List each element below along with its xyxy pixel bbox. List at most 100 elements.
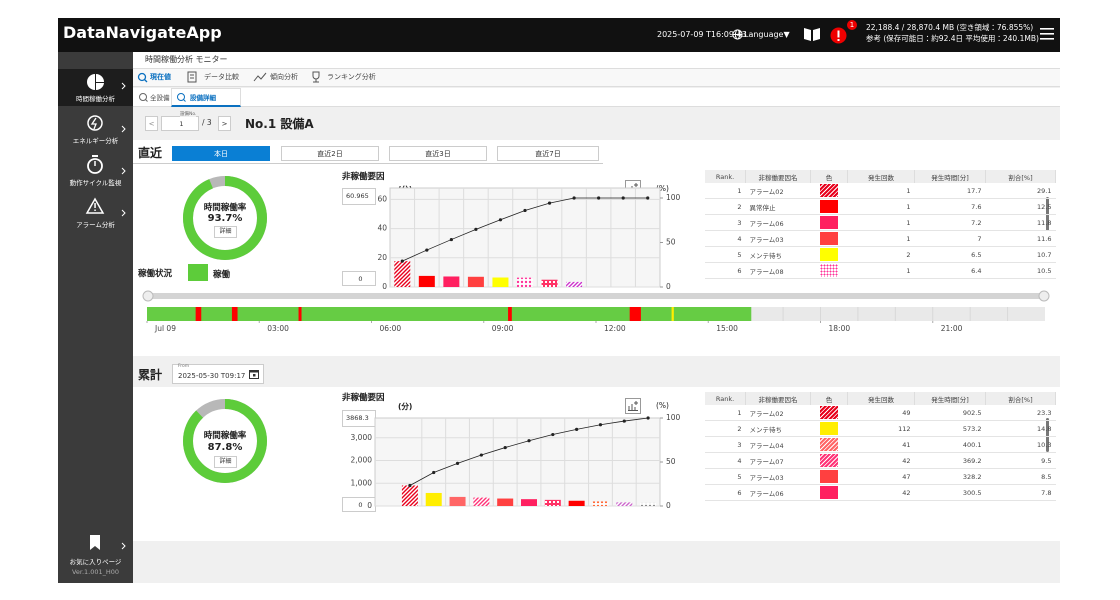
nav-item[interactable]: アラーム分析 [76,221,115,229]
prev-device-button[interactable]: < [145,116,158,131]
gauge-value: 87.8% [207,442,243,453]
period-button[interactable]: 本日 [172,146,270,161]
nav-item[interactable]: 動作サイクル監視 [69,179,122,187]
subtab-bar [133,88,1060,107]
detail-button[interactable]: 詳細 [214,226,237,238]
table-cell: 12.5 [985,198,1056,215]
status-label: 稼働状況 [138,269,173,279]
color-swatch [820,200,838,213]
status-value: 稼働 [213,270,231,280]
table-cell: 1 [847,262,915,279]
table-row: 4 アラーム03 1 7 11.6 [705,230,1056,247]
table-cell: アラーム08 [745,262,811,279]
section-rule [133,163,603,164]
table-cell: 1 [847,183,915,199]
sidebar-selected [58,69,133,106]
table-cell: 7 [914,230,986,247]
table-cell: アラーム07 [745,452,811,469]
favorites-icon [90,535,126,550]
table-cell: 29.1 [985,183,1056,199]
table-cell: 17.7 [914,183,986,199]
table-cell: 7.8 [985,484,1056,501]
language-select[interactable]: Language▼ [744,30,790,39]
table-cell: 5 [705,468,746,485]
date-value: 2025-05-30 T09:17 [178,372,246,380]
column-header: 非稼働要因名 [745,392,811,405]
table-cell: 23.3 [985,405,1056,421]
chart-settings-button[interactable] [625,398,641,414]
detail-button[interactable]: 詳細 [214,456,237,468]
table-cell: アラーム02 [745,405,811,421]
table-row: 4 アラーム07 42 369.2 9.5 [705,452,1056,469]
table-header-row: Rank. 非稼働要因名色発生回数 発生時間[分] 割合[%] [705,392,1056,405]
table-cell: 7.6 [914,198,986,215]
period-button[interactable]: 直近3日 [389,146,487,161]
chart-settings-button[interactable] [625,180,641,196]
gauge-value: 93.7% [207,213,243,224]
column-header: 割合[%] [985,392,1056,405]
table-cell: 異常停止 [745,198,811,215]
subtab[interactable]: 設備詳細 [190,94,216,102]
table-cell: 3 [705,436,746,453]
manual-icon[interactable] [803,26,821,42]
table-cell: アラーム06 [745,214,811,231]
table-cell: 9.5 [985,452,1056,469]
favorites-link[interactable]: お気に入りページ [69,558,122,566]
date-input[interactable] [172,364,264,384]
table-cell: アラーム04 [745,436,811,453]
section-title: 直近 [138,146,163,160]
table-cell: アラーム03 [745,468,811,485]
table-cell: 3 [705,214,746,231]
alert-icon[interactable] [830,27,847,44]
column-header: Rank. [705,170,746,183]
table-cell: 10.7 [985,246,1056,263]
subtab[interactable]: 全設備 [150,94,170,102]
device-number-input[interactable]: 1 [161,116,199,131]
color-swatch [820,422,838,435]
y-axis-unit: (分) [398,402,413,411]
table-cell: 1 [705,183,746,199]
app-name[interactable]: DataNavigateApp [63,23,222,42]
next-device-button[interactable]: > [218,116,231,131]
color-swatch [820,438,838,451]
color-swatch [820,264,838,277]
header-bar [58,18,1060,52]
period-button[interactable]: 直近7日 [497,146,599,161]
y-min-input[interactable]: 0 [342,271,376,286]
nav-item[interactable]: エネルギー分析 [72,137,119,145]
color-cell [810,183,848,199]
table-cell: メンテ待ち [745,246,811,263]
table-row: 2 メンテ待ち 112 573.2 14.8 [705,420,1056,437]
color-cell [810,420,848,437]
table-cell: 6 [705,484,746,501]
column-header: Rank. [705,392,746,405]
device-name: No.1 設備A [245,117,314,131]
y-min-input[interactable]: 0 [342,497,376,512]
menu-icon[interactable] [1040,28,1054,40]
nav-item[interactable]: 時間稼働分析 [76,95,115,103]
gauge-label: 時間稼働率 [203,203,247,213]
table-cell: 47 [847,468,915,485]
color-swatch [820,486,838,499]
calendar-icon[interactable] [249,369,259,379]
table-cell: 10.5 [985,262,1056,279]
tab[interactable]: データ比較 [204,73,239,81]
pareto-title: 非稼働要因 [342,393,385,403]
tab[interactable]: 現在値 [150,73,171,81]
column-header: 色 [810,392,848,405]
color-swatch [820,216,838,229]
table-cell: 10.3 [985,436,1056,453]
table-cell: 1 [847,214,915,231]
table-cell: 42 [847,452,915,469]
column-header: 発生回数 [847,170,915,183]
table-row: 3 アラーム06 1 7.2 11.8 [705,214,1056,231]
table-cell: 2 [847,246,915,263]
period-button[interactable]: 直近2日 [281,146,379,161]
tab[interactable]: 傾向分析 [270,73,298,81]
table-cell: 1 [847,198,915,215]
y2-axis-unit: (%) [656,184,669,193]
tab[interactable]: ランキング分析 [327,73,376,81]
y-max-input[interactable]: 60.965 [342,188,376,205]
table-row: 3 アラーム04 41 400.1 10.3 [705,436,1056,453]
y-max-input[interactable]: 3868.3 [342,410,376,427]
